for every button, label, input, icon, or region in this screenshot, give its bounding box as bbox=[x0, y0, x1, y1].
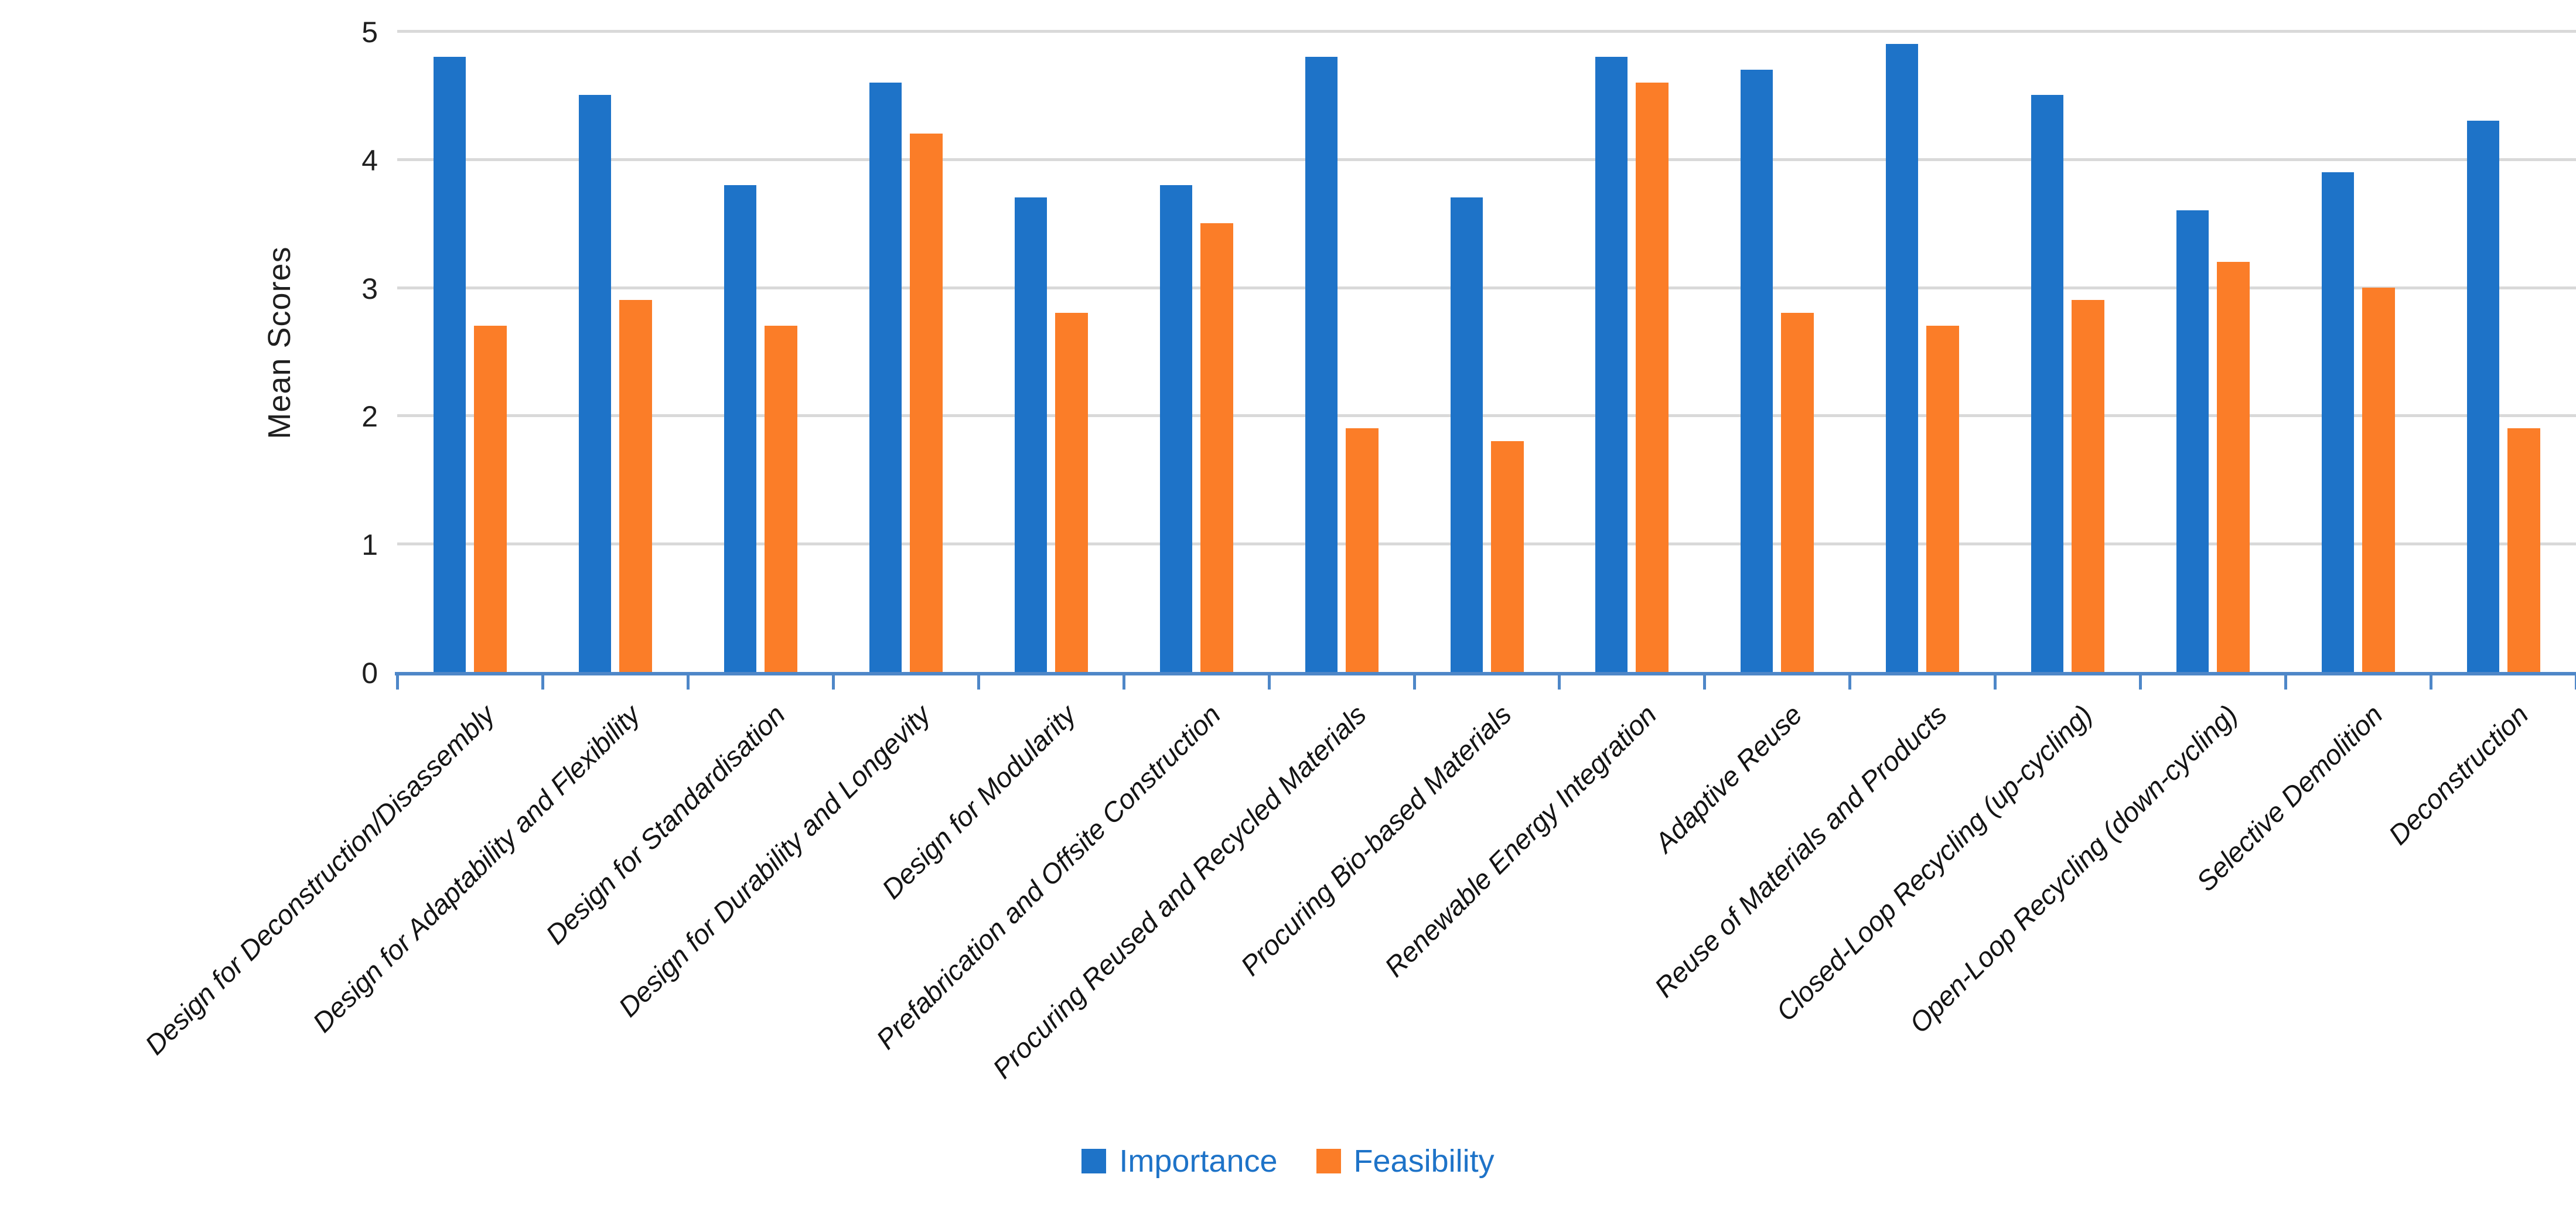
gridline-2 bbox=[397, 414, 2576, 418]
bar-feasibility-10 bbox=[1781, 313, 1814, 672]
y-tick-label-0: 0 bbox=[361, 657, 378, 690]
gridline-1 bbox=[397, 542, 2576, 546]
x-tick-mark-5 bbox=[1122, 672, 1125, 690]
bar-feasibility-6 bbox=[1200, 223, 1233, 672]
x-category-label-4: Design for Durability and Longevity bbox=[612, 698, 936, 1023]
legend-item-feasibility: Feasibility bbox=[1316, 1144, 1495, 1179]
bar-feasibility-15 bbox=[2507, 428, 2541, 672]
bar-importance-11 bbox=[1886, 43, 1919, 672]
x-tick-mark-10 bbox=[1848, 672, 1852, 690]
gridline-4 bbox=[397, 158, 2576, 161]
bar-importance-10 bbox=[1741, 69, 1773, 672]
y-tick-label-5: 5 bbox=[361, 16, 378, 49]
legend-swatch-importance bbox=[1081, 1149, 1107, 1173]
x-tick-mark-13 bbox=[2284, 672, 2288, 690]
bar-importance-12 bbox=[2031, 95, 2064, 672]
y-tick-label-2: 2 bbox=[361, 400, 378, 434]
bar-importance-9 bbox=[1595, 56, 1628, 672]
bar-feasibility-9 bbox=[1636, 82, 1669, 672]
bar-feasibility-13 bbox=[2217, 261, 2250, 672]
x-tick-mark-7 bbox=[1412, 672, 1416, 690]
x-tick-mark-9 bbox=[1703, 672, 1707, 690]
x-tick-mark-3 bbox=[831, 672, 835, 690]
bar-feasibility-2 bbox=[619, 300, 652, 672]
bar-importance-15 bbox=[2467, 121, 2500, 672]
gridline-3 bbox=[397, 286, 2576, 289]
y-tick-label-3: 3 bbox=[361, 272, 378, 305]
bar-feasibility-12 bbox=[2072, 300, 2105, 672]
bar-importance-6 bbox=[1159, 185, 1192, 672]
x-tick-mark-6 bbox=[1267, 672, 1271, 690]
legend: Importance Feasibility bbox=[0, 1144, 2576, 1179]
x-tick-mark-12 bbox=[2139, 672, 2142, 690]
bar-feasibility-14 bbox=[2362, 287, 2396, 672]
x-tick-mark-8 bbox=[1558, 672, 1561, 690]
bar-feasibility-11 bbox=[1926, 326, 1960, 672]
legend-label-feasibility: Feasibility bbox=[1353, 1144, 1495, 1179]
x-tick-mark-15 bbox=[2575, 672, 2576, 690]
bar-feasibility-4 bbox=[909, 134, 943, 672]
bar-importance-2 bbox=[578, 95, 611, 672]
y-tick-label-4: 4 bbox=[361, 144, 378, 177]
x-tick-mark-14 bbox=[2430, 672, 2433, 690]
bar-importance-13 bbox=[2176, 210, 2209, 672]
bar-feasibility-7 bbox=[1345, 428, 1379, 672]
legend-label-importance: Importance bbox=[1119, 1144, 1278, 1179]
x-category-label-10: Adaptive Reuse bbox=[1648, 698, 1808, 858]
x-tick-mark-2 bbox=[686, 672, 690, 690]
x-category-label-2: Design for Adaptability and Flexibility bbox=[306, 698, 646, 1039]
y-axis-title: Mean Scores bbox=[262, 246, 297, 439]
x-tick-mark-11 bbox=[1994, 672, 1997, 690]
x-category-label-9: Renewable Energy Integration bbox=[1379, 698, 1663, 983]
x-tick-mark-1 bbox=[541, 672, 544, 690]
x-tick-mark-0 bbox=[396, 672, 399, 690]
bar-importance-4 bbox=[869, 82, 902, 672]
bar-feasibility-5 bbox=[1055, 313, 1088, 672]
x-category-label-15: Deconstruction bbox=[2382, 698, 2534, 851]
bar-importance-1 bbox=[434, 56, 466, 672]
bar-importance-7 bbox=[1305, 56, 1338, 672]
bar-importance-3 bbox=[724, 185, 756, 672]
bar-importance-5 bbox=[1014, 197, 1047, 672]
bar-importance-14 bbox=[2322, 172, 2355, 672]
bar-feasibility-8 bbox=[1490, 441, 1524, 672]
x-category-label-12: Closed-Loop Recycling (up-cycling) bbox=[1770, 698, 2099, 1027]
legend-item-importance: Importance bbox=[1081, 1144, 1278, 1179]
x-tick-mark-4 bbox=[977, 672, 980, 690]
bar-importance-8 bbox=[1450, 197, 1483, 672]
x-category-label-3: Design for Standardisation bbox=[539, 698, 791, 950]
x-category-label-11: Reuse of Materials and Products bbox=[1648, 698, 1953, 1004]
y-tick-label-1: 1 bbox=[361, 528, 378, 562]
x-category-label-8: Procuring Bio-based Materials bbox=[1234, 698, 1517, 982]
x-axis-line bbox=[395, 672, 2576, 675]
x-category-label-13: Open-Loop Recycling (down-cycling) bbox=[1903, 698, 2244, 1039]
bar-feasibility-3 bbox=[764, 326, 797, 672]
gridline-5 bbox=[397, 30, 2576, 33]
legend-swatch-feasibility bbox=[1316, 1149, 1341, 1173]
bar-feasibility-1 bbox=[474, 326, 507, 672]
